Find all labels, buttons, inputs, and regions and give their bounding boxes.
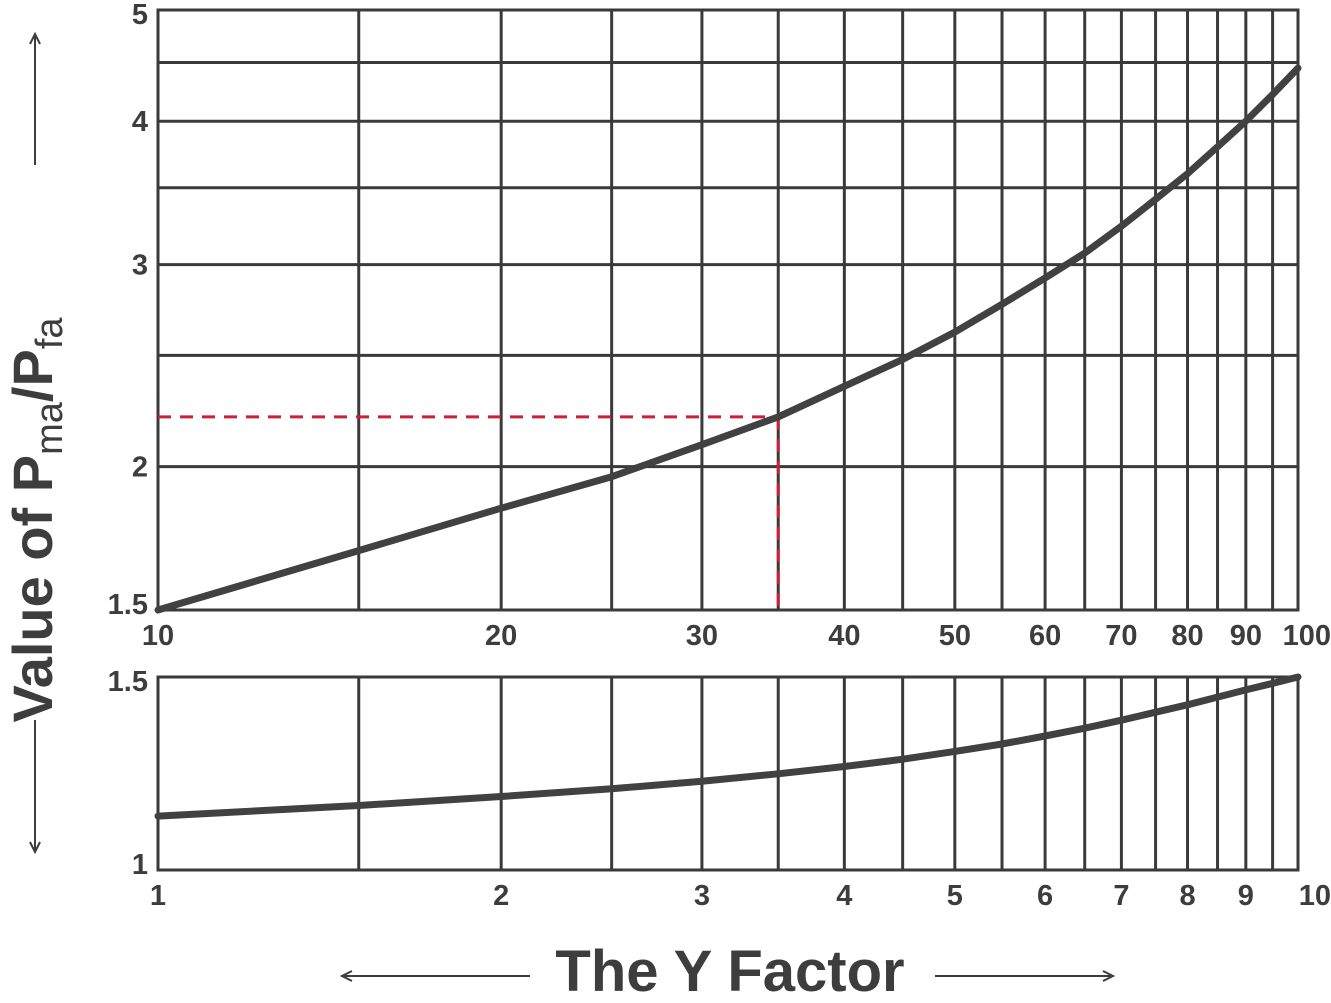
upper-frame <box>156 8 1300 612</box>
y-axis-title-main: Value of P <box>1 455 64 723</box>
lower-frame <box>156 675 1300 872</box>
upper-x-tick-label: 70 <box>1105 620 1137 652</box>
upper-x-tick-label: 50 <box>939 620 971 652</box>
lower-y-tick-label: 1.5 <box>108 666 148 698</box>
y-axis-title-sub1: ma <box>29 401 71 455</box>
x-axis-title: The Y Factor <box>555 939 904 1003</box>
upper-x-tick-label: 80 <box>1171 620 1203 652</box>
lower-curve <box>154 673 1302 820</box>
lower-x-tick-label: 2 <box>493 880 509 912</box>
upper-x-tick-label: 20 <box>485 620 517 652</box>
lower-x-tick-label: 4 <box>836 880 852 912</box>
upper-x-tick-label: 30 <box>686 620 718 652</box>
upper-x-tick-label: 100 <box>1283 620 1331 652</box>
lower-x-tick-label: 6 <box>1037 880 1053 912</box>
upper-y-tick-label: 3 <box>132 250 148 282</box>
y-axis-up-arrow <box>29 31 41 165</box>
lower-x-tick-label: 10 <box>1299 880 1331 912</box>
lower-x-tick-label: 3 <box>694 880 710 912</box>
lower-plot-area: 1 2 3 4 5 6 7 8 9 10 1 1.5 <box>108 666 1331 912</box>
y-axis-title-sub2: fa <box>29 317 71 350</box>
y-axis-down-arrow <box>29 720 41 855</box>
lower-x-tick-label: 9 <box>1238 880 1254 912</box>
upper-x-tick-label: 10 <box>142 620 174 652</box>
x-axis-right-arrow <box>935 970 1116 982</box>
lower-x-tick-label: 5 <box>947 880 963 912</box>
upper-y-tick-label: 1.5 <box>108 589 148 621</box>
upper-y-tick-label: 2 <box>132 452 148 484</box>
upper-curve <box>154 64 1302 614</box>
upper-y-tick-label: 5 <box>132 0 148 31</box>
upper-x-tick-label: 60 <box>1029 620 1061 652</box>
upper-x-tick-label: 40 <box>828 620 860 652</box>
upper-x-tick-label: 90 <box>1230 620 1262 652</box>
upper-plot-area: 10 20 30 40 50 60 70 80 90 100 1.5 2 3 4 5 <box>108 0 1331 652</box>
lower-x-tick-label: 7 <box>1113 880 1129 912</box>
lower-y-tick-label: 1 <box>132 849 148 881</box>
y-axis-title-slash: /P <box>1 349 64 402</box>
lower-x-tick-label: 1 <box>150 880 166 912</box>
y-axis-title: Value of Pma/Pfa <box>1 317 71 723</box>
x-axis-left-arrow <box>339 970 530 982</box>
upper-y-tick-label: 4 <box>132 106 148 138</box>
lower-x-tick-label: 8 <box>1179 880 1195 912</box>
